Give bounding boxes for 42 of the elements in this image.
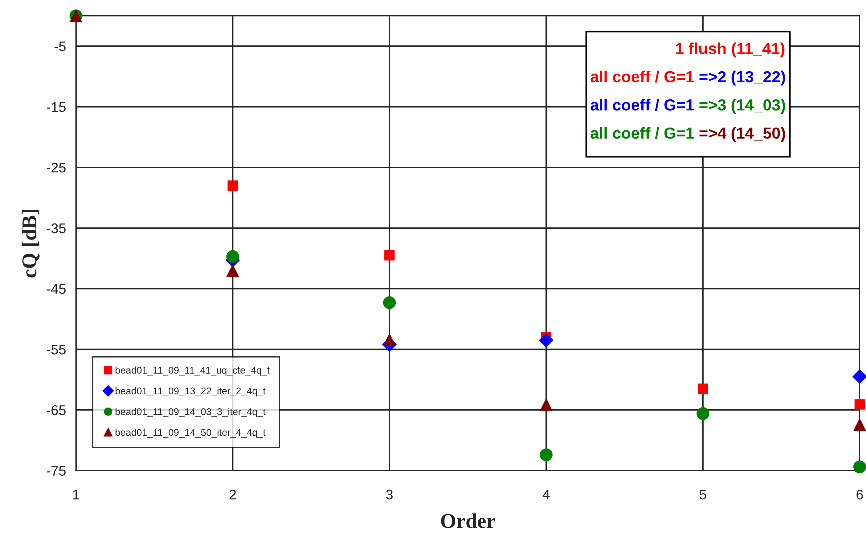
x-tick-label: 5 [700,490,706,500]
point [854,418,866,432]
point [228,180,238,191]
point [698,384,708,394]
annotation: all coeff / G=1 [590,127,694,140]
point [696,407,710,420]
y-tick-label: -25 [47,162,66,173]
x-tick-label: 4 [542,490,550,500]
point [540,448,553,462]
annotation: all coeff / G=1 [590,70,694,83]
y-tick-label: -45 [47,284,66,294]
point [540,398,553,412]
point [383,296,396,310]
y-tick-label: -65 [47,406,66,416]
annotation: =>4 (14_50) [700,127,786,142]
x-tick-label: 1 [73,490,80,500]
y-tick-label: -55 [47,345,66,355]
y-tick-label: -75 [47,466,66,476]
legend-label: bead01_11_09_11_41_uq_cte_4q_t [116,366,270,376]
point [854,460,866,474]
point [854,400,866,410]
y-tick-label: -35 [47,224,66,234]
x-axis-title: Order [441,514,496,528]
x-tick-label: 2 [230,490,236,500]
point [226,250,240,264]
annotation: all coeff / G=1 [590,99,694,111]
x-tick-label: 6 [856,490,864,500]
y-axis-title: cQ [dB] [22,210,40,278]
legend-label: bead01_11_09_13_22_iter_2_4q_t [116,388,266,397]
point [226,264,240,278]
legend-label: bead01_11_09_14_03_3_iter_4q_t [116,408,266,418]
point [852,370,866,384]
point [539,333,554,348]
annotation: 1 flush (11_41) [676,42,785,58]
point [383,333,396,346]
point [384,250,395,261]
y-tick-label: -5 [54,42,66,52]
x-tick-label: 3 [386,490,393,500]
annotation: =>2 (13_22) [700,70,786,86]
annotation: =>3 (14_03) [700,99,786,114]
y-tick-label: -15 [47,102,66,112]
legend-label: bead01_11_09_14_50_iter_4_4q_t [116,428,266,438]
